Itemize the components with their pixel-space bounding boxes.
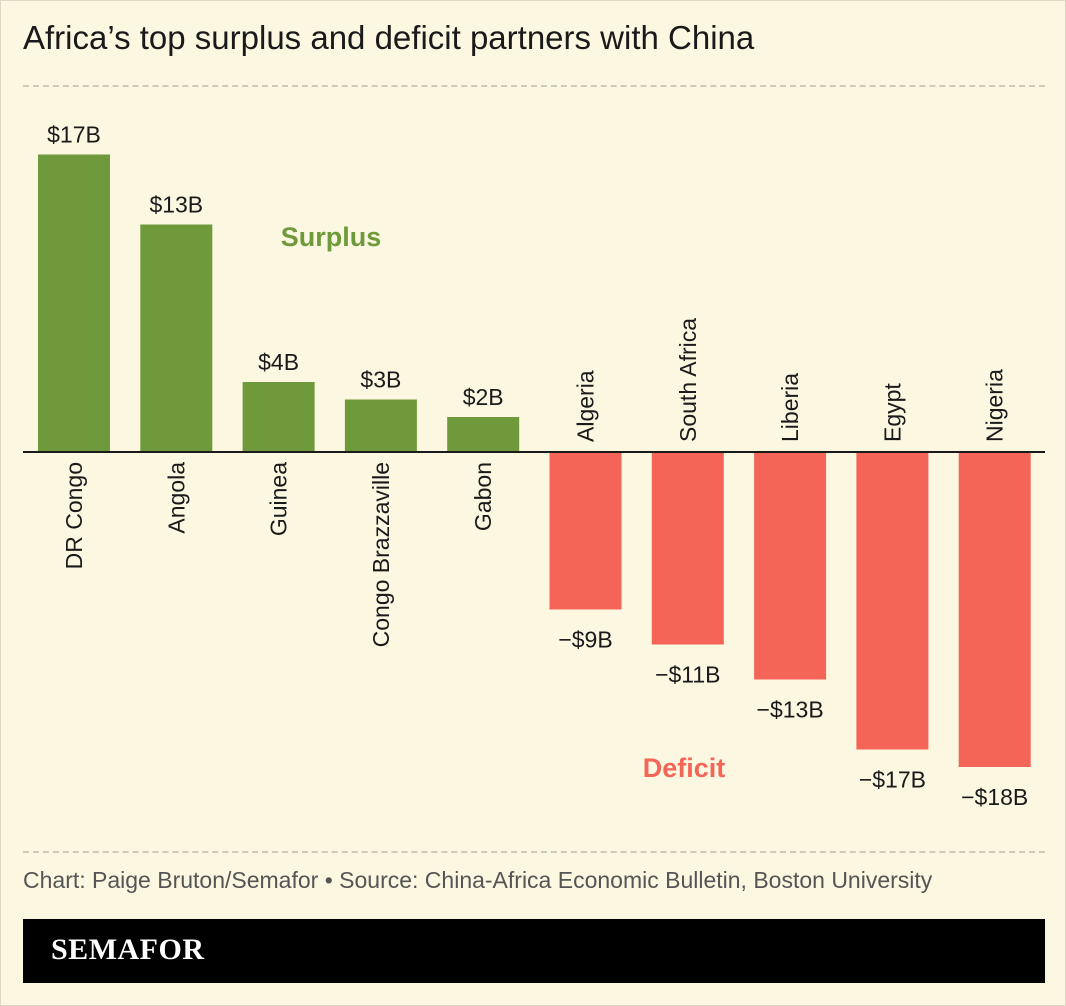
value-label-south-africa: −$11B — [655, 662, 720, 688]
bottom-divider — [23, 851, 1045, 853]
value-label-algeria: −$9B — [558, 627, 612, 653]
bar-angola — [140, 224, 213, 452]
semafor-logo: SEMAFOR — [51, 933, 205, 966]
value-label-dr-congo: $17B — [47, 122, 101, 148]
bar-chart: $17B DR Congo $13B Angola $4B Guinea $3B Congo … — [23, 122, 1045, 810]
category-label-nigeria: Nigeria — [982, 369, 1008, 442]
category-label-dr-congo: DR Congo — [61, 462, 87, 569]
bar-guinea — [242, 382, 315, 452]
value-label-liberia: −$13B — [757, 697, 824, 723]
value-label-angola: $13B — [149, 192, 203, 218]
category-label-south-africa: South Africa — [675, 318, 701, 442]
value-label-nigeria: −$18B — [961, 784, 1028, 810]
top-divider — [23, 85, 1045, 87]
value-label-gabon: $2B — [463, 384, 504, 410]
bar-gabon — [447, 417, 520, 452]
category-label-angola: Angola — [163, 462, 189, 534]
value-label-congo-brazzaville: $3B — [360, 367, 401, 393]
source-credit: Chart: Paige Bruton/Semafor • Source: Ch… — [23, 867, 933, 893]
category-label-guinea: Guinea — [266, 462, 292, 536]
bar-liberia — [754, 452, 827, 680]
deficit-annotation: Deficit — [643, 753, 726, 783]
chart-title: Africa’s top surplus and deficit partner… — [23, 19, 755, 56]
surplus-annotation: Surplus — [281, 222, 382, 252]
value-label-egypt: −$17B — [859, 767, 926, 793]
category-label-gabon: Gabon — [470, 462, 496, 531]
bar-congo-brazzaville — [344, 399, 417, 452]
category-label-congo-brazzaville: Congo Brazzaville — [368, 462, 394, 647]
bar-egypt — [856, 452, 929, 750]
category-label-egypt: Egypt — [879, 383, 905, 442]
category-label-liberia: Liberia — [777, 373, 803, 442]
bar-south-africa — [651, 452, 724, 645]
bar-algeria — [549, 452, 622, 610]
bar-nigeria — [958, 452, 1031, 767]
bar-dr-congo — [38, 154, 110, 452]
value-label-guinea: $4B — [258, 349, 299, 375]
category-label-algeria: Algeria — [573, 370, 599, 442]
brand-bar: SEMAFOR — [23, 919, 1045, 983]
